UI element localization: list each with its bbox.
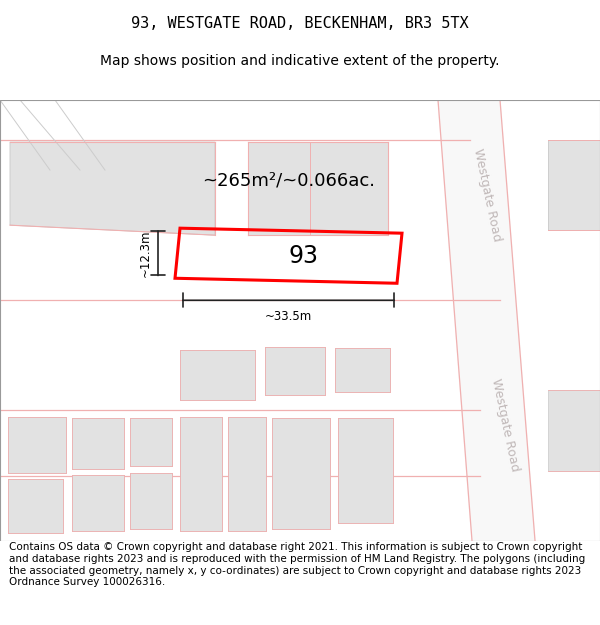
Bar	[72, 474, 124, 531]
Text: Contains OS data © Crown copyright and database right 2021. This information is : Contains OS data © Crown copyright and d…	[9, 542, 585, 588]
Bar	[130, 472, 172, 529]
Polygon shape	[10, 142, 215, 235]
Bar	[338, 419, 393, 522]
Bar	[8, 479, 63, 532]
Text: Westgate Road: Westgate Road	[471, 148, 503, 243]
Text: Westgate Road: Westgate Road	[489, 378, 521, 473]
Bar	[180, 351, 255, 401]
Bar	[228, 418, 266, 531]
Text: ~33.5m: ~33.5m	[265, 310, 312, 323]
Bar	[265, 348, 325, 396]
Bar	[72, 419, 124, 469]
Bar	[248, 142, 388, 235]
Bar	[8, 418, 66, 472]
Polygon shape	[438, 100, 535, 541]
Text: 93: 93	[289, 244, 319, 268]
Text: ~265m²/~0.066ac.: ~265m²/~0.066ac.	[202, 171, 375, 189]
Bar	[548, 140, 600, 230]
Bar	[335, 348, 390, 392]
Bar	[548, 391, 600, 471]
Bar	[272, 419, 330, 529]
Bar	[180, 418, 222, 531]
Text: ~12.3m: ~12.3m	[139, 229, 152, 277]
Text: Map shows position and indicative extent of the property.: Map shows position and indicative extent…	[100, 54, 500, 68]
Bar	[130, 419, 172, 466]
Text: 93, WESTGATE ROAD, BECKENHAM, BR3 5TX: 93, WESTGATE ROAD, BECKENHAM, BR3 5TX	[131, 16, 469, 31]
